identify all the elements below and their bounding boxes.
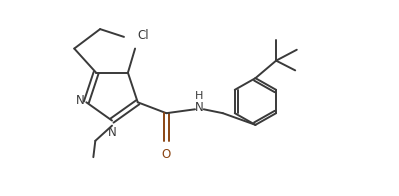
Text: Cl: Cl [137, 29, 149, 42]
Text: N: N [195, 101, 203, 114]
Text: N: N [108, 126, 117, 139]
Text: O: O [162, 148, 171, 161]
Text: N: N [76, 94, 85, 107]
Text: H: H [195, 91, 203, 101]
